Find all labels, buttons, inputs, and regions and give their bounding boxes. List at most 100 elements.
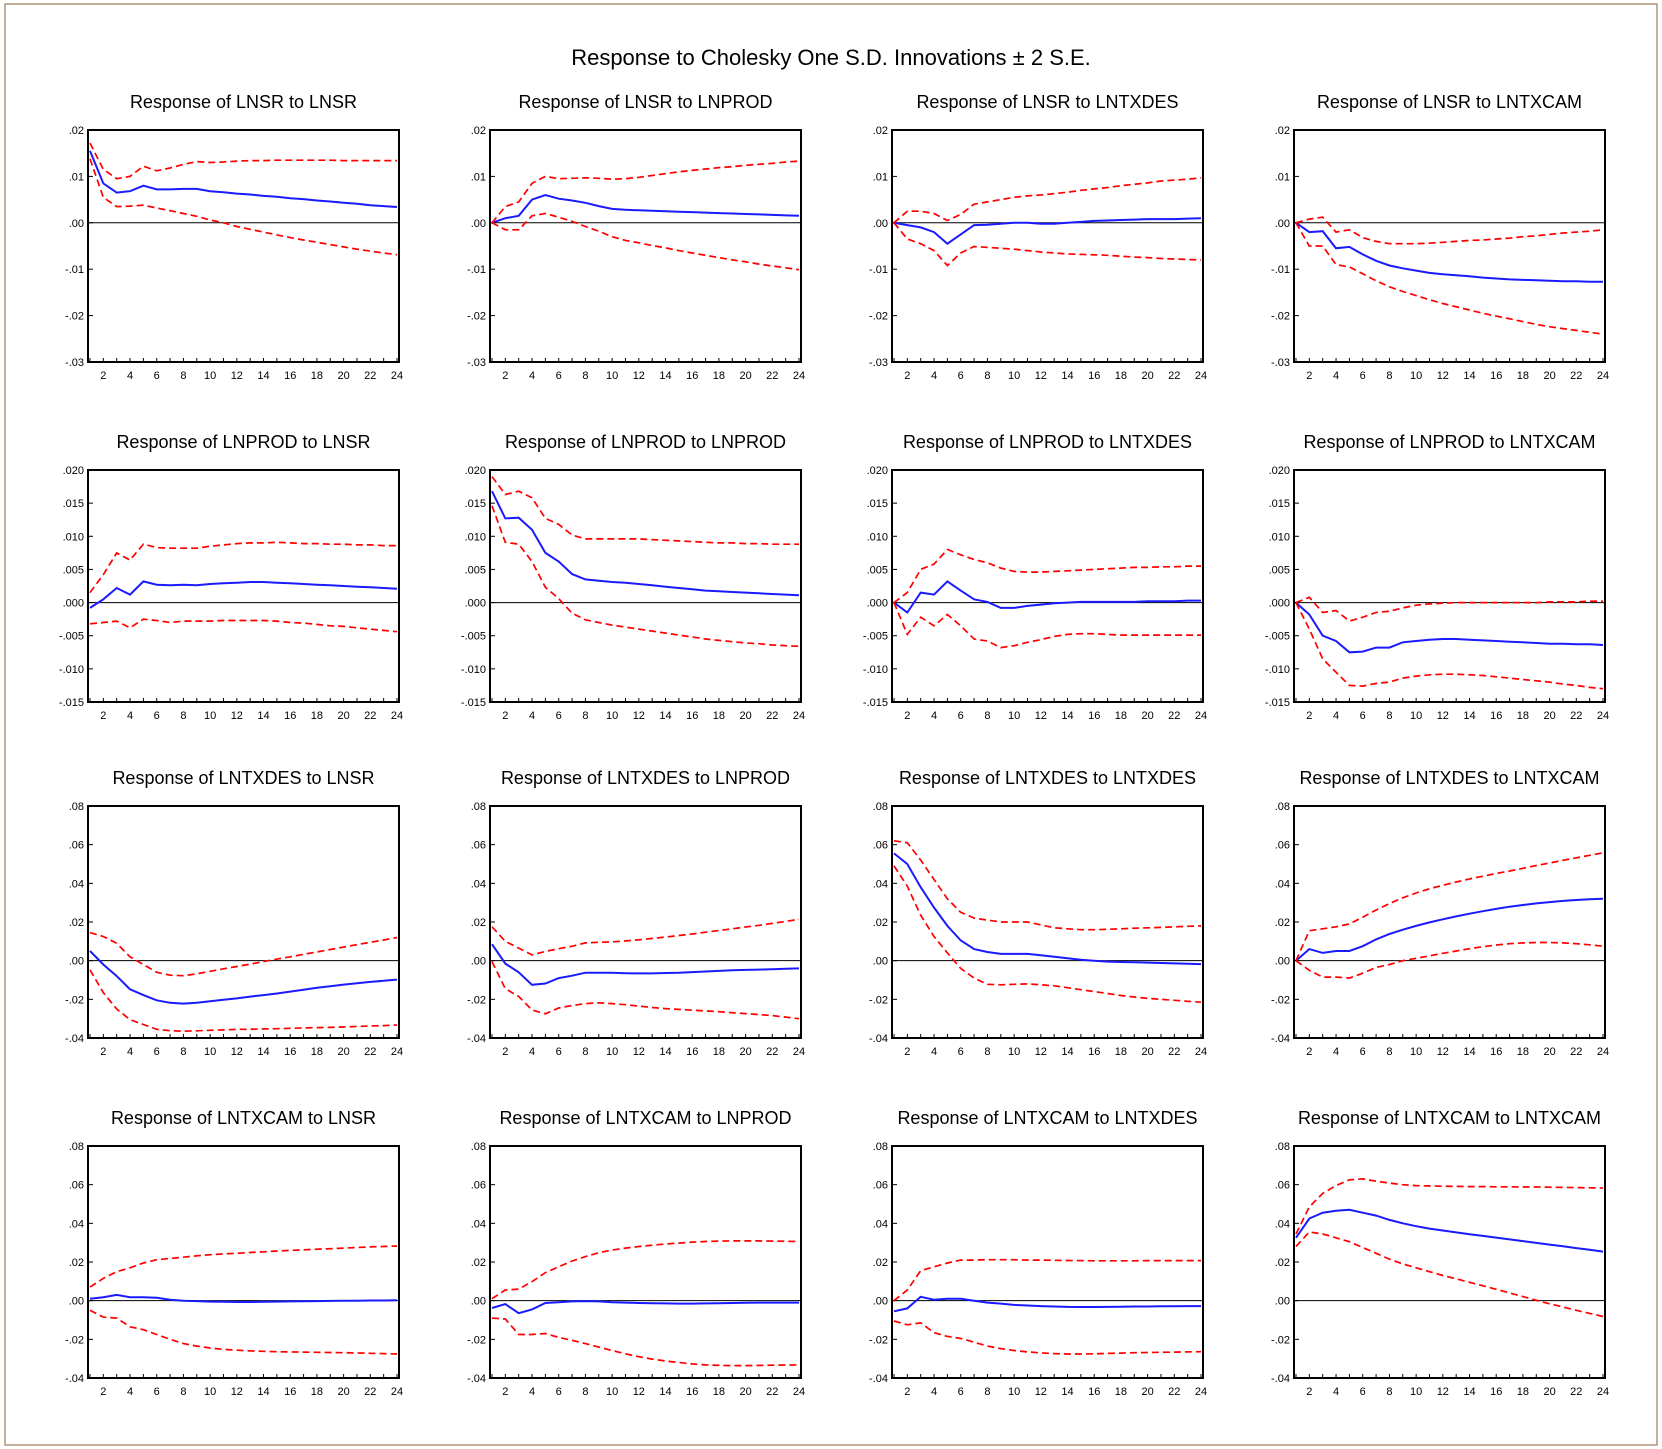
lower-band-line [491, 1317, 800, 1367]
y-tick-label: .02 [471, 125, 486, 137]
x-tick-label: 14 [1061, 370, 1073, 382]
y-tick-label: -.04 [1271, 1373, 1290, 1385]
response-line [1295, 897, 1604, 962]
x-tick-label: 6 [556, 1046, 562, 1058]
panel-4: Response of LNSR to LNTXCAM -.03 -.02 -.01.… [1271, 92, 1609, 382]
x-tick-label: 12 [633, 710, 645, 722]
plot-frame [1293, 1145, 1606, 1379]
x-tick-label: 10 [1008, 1046, 1020, 1058]
x-tick-label: 14 [659, 370, 671, 382]
x-tick-label: 4 [127, 710, 133, 722]
y-tick-label: .02 [873, 125, 888, 137]
lower-band-line [89, 969, 398, 1033]
x-tick-label: 16 [1088, 710, 1100, 722]
x-tick-label: 22 [1570, 370, 1582, 382]
x-tick-label: 20 [1543, 370, 1555, 382]
panel-title: Response of LNPROD to LNSR [116, 432, 370, 452]
x-tick-label: 2 [100, 710, 106, 722]
x-tick-label: 16 [1490, 1046, 1502, 1058]
y-tick-label: .06 [873, 840, 888, 852]
x-tick-label: 4 [127, 1046, 133, 1058]
y-tick-label: .015 [867, 498, 888, 510]
y-tick-label: .04 [1275, 1218, 1290, 1230]
x-tick-label: 22 [364, 1046, 376, 1058]
x-tick-label: 14 [257, 710, 269, 722]
panel-title: Response of LNTXDES to LNPROD [501, 768, 790, 788]
lower-band-line [1295, 941, 1604, 979]
upper-band-line [89, 1245, 398, 1288]
x-tick-label: 20 [1543, 1046, 1555, 1058]
panel-title: Response of LNSR to LNTXDES [916, 92, 1178, 112]
x-tick-label: 6 [958, 710, 964, 722]
y-tick-label: .06 [873, 1180, 888, 1192]
x-tick-label: 2 [904, 710, 910, 722]
x-tick-label: 10 [1008, 370, 1020, 382]
x-tick-label: 12 [633, 370, 645, 382]
x-tick-label: 2 [502, 370, 508, 382]
y-tick-label: .020 [1269, 465, 1290, 477]
y-tick-label: .02 [873, 917, 888, 929]
upper-band-line [1295, 1178, 1604, 1235]
x-tick-label: 16 [686, 370, 698, 382]
y-tick-label: -.01 [65, 264, 84, 276]
x-tick-label: 12 [1035, 370, 1047, 382]
y-tick-label: -.01 [1271, 264, 1290, 276]
x-tick-label: 18 [1517, 710, 1529, 722]
x-tick-label: 6 [154, 710, 160, 722]
x-tick-label: 12 [1035, 1386, 1047, 1398]
panel-15: Response of LNTXCAM to LNTXDES -.04 -.02 .0… [869, 1108, 1207, 1398]
lower-band-line [491, 505, 800, 648]
y-tick-label: .00 [1275, 956, 1290, 968]
x-tick-label: 22 [1168, 710, 1180, 722]
x-tick-label: 22 [766, 370, 778, 382]
panel-9: Response of LNTXDES to LNSR -.04 -.02 .00 .0… [65, 768, 403, 1058]
x-tick-label: 24 [1195, 710, 1207, 722]
x-tick-label: 12 [1035, 710, 1047, 722]
x-tick-label: 16 [1088, 1046, 1100, 1058]
y-tick-label: -.02 [65, 994, 84, 1006]
x-tick-label: 16 [284, 1386, 296, 1398]
x-tick-label: 24 [391, 370, 403, 382]
x-tick-label: 4 [127, 370, 133, 382]
y-tick-label: .06 [69, 1180, 84, 1192]
response-line [89, 950, 398, 1005]
y-tick-label: .00 [69, 218, 84, 230]
x-tick-label: 24 [1597, 1386, 1609, 1398]
lower-band-line [89, 158, 398, 256]
x-tick-label: 18 [1517, 1386, 1529, 1398]
plot-frame [489, 129, 802, 363]
x-tick-label: 16 [686, 710, 698, 722]
y-tick-label: .06 [1275, 1180, 1290, 1192]
y-tick-label: .005 [63, 564, 84, 576]
y-tick-label: -.04 [65, 1373, 84, 1385]
panel-title: Response of LNPROD to LNPROD [505, 432, 786, 452]
y-tick-label: .02 [1275, 125, 1290, 137]
y-tick-label: .02 [873, 1257, 888, 1269]
upper-band-line [893, 548, 1201, 604]
x-tick-label: 18 [713, 1046, 725, 1058]
x-tick-label: 2 [502, 710, 508, 722]
y-tick-label: -.02 [869, 311, 888, 323]
y-tick-label: .015 [1269, 498, 1290, 510]
upper-band-line [491, 160, 800, 224]
x-tick-label: 18 [311, 710, 323, 722]
y-tick-label: -.005 [1265, 631, 1290, 643]
x-tick-label: 20 [337, 1046, 349, 1058]
x-tick-label: 10 [204, 1046, 216, 1058]
x-tick-label: 18 [1115, 1046, 1127, 1058]
y-tick-label: -.04 [65, 1033, 84, 1045]
x-tick-label: 20 [1141, 710, 1153, 722]
y-tick-label: -.005 [461, 631, 486, 643]
y-tick-label: -.01 [869, 264, 888, 276]
lower-band-line [1295, 602, 1604, 690]
upper-band-line [893, 839, 1202, 931]
panel-10: Response of LNTXDES to LNPROD -.04 -.02 .00… [467, 768, 805, 1058]
lower-band-line [89, 618, 398, 633]
y-tick-label: -.04 [467, 1373, 486, 1385]
y-tick-label: .00 [69, 1296, 84, 1308]
y-tick-label: .020 [63, 465, 84, 477]
y-tick-label: -.03 [467, 357, 486, 369]
x-tick-label: 18 [713, 1386, 725, 1398]
upper-band-line [491, 476, 799, 546]
panel-3: Response of LNSR to LNTXDES -.03 -.02 -.01.… [869, 92, 1207, 382]
